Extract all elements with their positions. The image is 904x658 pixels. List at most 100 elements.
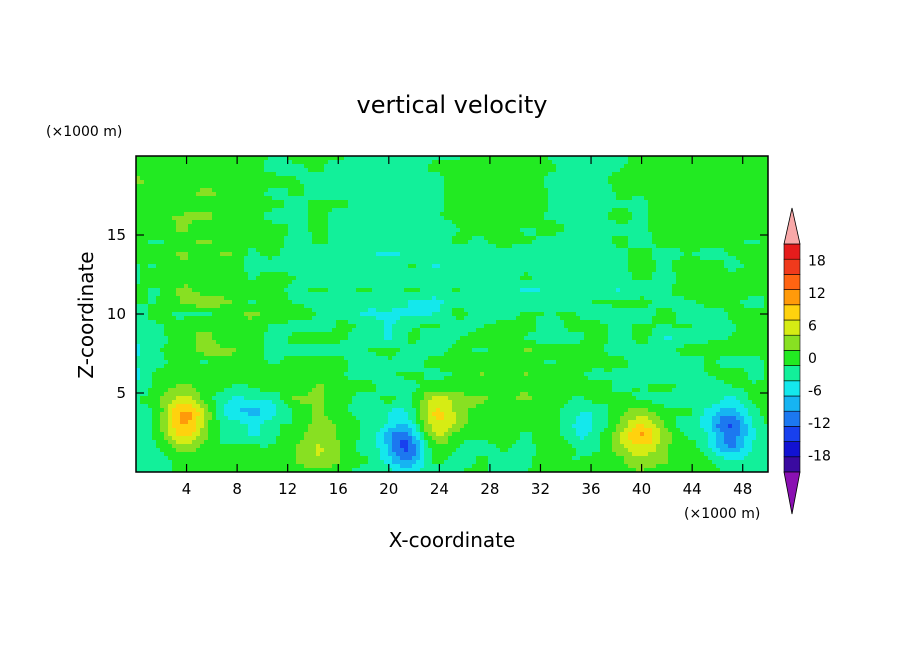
field-cell (244, 184, 249, 189)
field-cell (628, 168, 633, 173)
field-cell (764, 272, 768, 277)
field-cell (620, 212, 625, 217)
field-cell (584, 224, 589, 229)
field-cell (360, 200, 365, 205)
field-cell (568, 236, 573, 241)
field-cell (308, 268, 313, 273)
field-cell (380, 272, 385, 277)
field-cell (236, 212, 241, 217)
field-cell (552, 268, 557, 273)
field-cell (396, 168, 401, 173)
field-cell (672, 176, 677, 181)
field-cell (312, 252, 317, 257)
field-cell (480, 232, 485, 237)
field-cell (136, 164, 141, 169)
field-cell (200, 244, 205, 249)
field-cell (540, 256, 545, 261)
field-cell (192, 252, 197, 257)
field-cell (208, 176, 213, 181)
field-cell (480, 180, 485, 185)
field-cell (648, 200, 653, 205)
field-cell (216, 196, 221, 201)
field-cell (308, 180, 313, 185)
field-cell (300, 184, 305, 189)
field-cell (360, 204, 365, 209)
field-cell (492, 188, 497, 193)
field-cell (628, 264, 633, 269)
field-cell (660, 212, 665, 217)
field-cell (348, 232, 353, 237)
field-cell (552, 184, 557, 189)
field-cell (756, 252, 761, 257)
field-cell (432, 180, 437, 185)
field-cell (448, 212, 453, 217)
field-cell (708, 188, 713, 193)
field-cell (732, 204, 737, 209)
field-cell (416, 172, 421, 177)
field-cell (424, 256, 429, 261)
field-cell (508, 228, 513, 233)
field-cell (292, 168, 297, 173)
field-cell (156, 172, 161, 177)
field-cell (624, 164, 629, 169)
field-cell (508, 256, 513, 261)
field-cell (640, 264, 645, 269)
field-cell (148, 184, 153, 189)
field-cell (572, 168, 577, 173)
field-cell (648, 224, 653, 229)
field-cell (696, 176, 701, 181)
field-cell (172, 240, 177, 245)
field-cell (164, 160, 169, 165)
field-cell (588, 168, 593, 173)
field-cell (412, 272, 417, 277)
field-cell (268, 216, 273, 221)
field-cell (140, 176, 145, 181)
field-cell (756, 184, 761, 189)
field-cell (552, 160, 557, 165)
field-cell (208, 236, 213, 241)
field-cell (464, 252, 469, 257)
field-cell (452, 172, 457, 177)
field-cell (244, 256, 249, 261)
field-cell (324, 200, 329, 205)
field-cell (748, 276, 753, 281)
field-cell (636, 168, 641, 173)
field-cell (536, 172, 541, 177)
field-cell (404, 156, 409, 161)
field-cell (380, 224, 385, 229)
field-cell (580, 252, 585, 257)
field-cell (612, 220, 617, 225)
field-cell (264, 216, 269, 221)
field-cell (316, 176, 321, 181)
field-cell (312, 220, 317, 225)
field-cell (392, 264, 397, 269)
field-cell (596, 172, 601, 177)
field-cell (656, 164, 661, 169)
field-cell (348, 188, 353, 193)
field-cell (324, 216, 329, 221)
field-cell (320, 192, 325, 197)
field-cell (440, 172, 445, 177)
field-cell (564, 168, 569, 173)
field-cell (560, 164, 565, 169)
field-cell (704, 156, 709, 161)
field-cell (596, 216, 601, 221)
field-cell (300, 268, 305, 273)
field-cell (548, 264, 553, 269)
field-cell (148, 164, 153, 169)
field-cell (260, 200, 265, 205)
field-cell (632, 156, 637, 161)
field-cell (668, 264, 673, 269)
field-cell (676, 244, 681, 249)
field-cell (500, 220, 505, 225)
field-cell (684, 236, 689, 241)
field-cell (200, 180, 205, 185)
field-cell (596, 236, 601, 241)
field-cell (292, 216, 297, 221)
field-cell (148, 200, 153, 205)
field-cell (168, 224, 173, 229)
field-cell (396, 212, 401, 217)
field-cell (676, 268, 681, 273)
field-cell (376, 196, 381, 201)
field-cell (612, 268, 617, 273)
